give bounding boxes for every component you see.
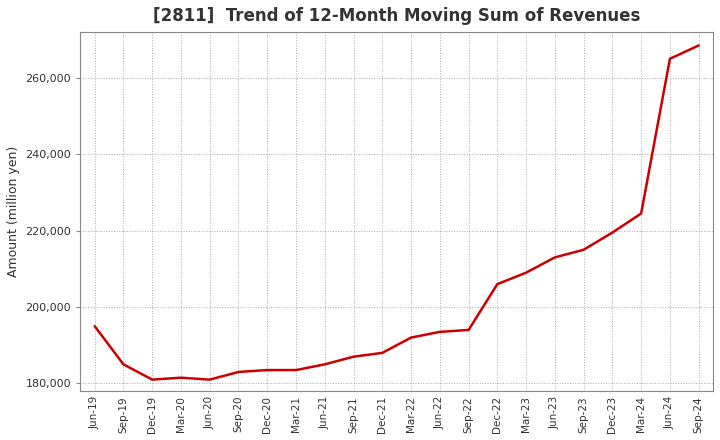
Title: [2811]  Trend of 12-Month Moving Sum of Revenues: [2811] Trend of 12-Month Moving Sum of R… <box>153 7 640 25</box>
Y-axis label: Amount (million yen): Amount (million yen) <box>7 146 20 277</box>
